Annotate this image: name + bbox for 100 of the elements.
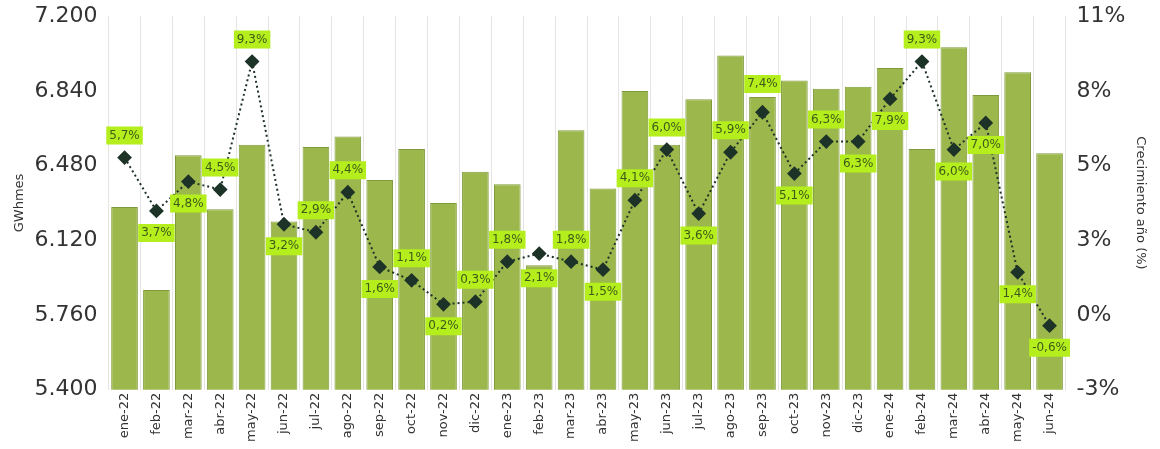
point	[914, 54, 929, 69]
data-label: 3,6%	[683, 227, 714, 242]
x-tick-label: jun-22	[275, 392, 291, 435]
data-label: 6,3%	[811, 111, 842, 126]
x-tick-label: sep-23	[753, 392, 769, 437]
data-label: 4,5%	[204, 159, 236, 174]
x-tick-label: mar-22	[179, 392, 195, 440]
x-tick-label: dic-23	[849, 392, 865, 433]
data-label: 3,7%	[141, 225, 172, 240]
point	[691, 206, 706, 221]
x-tick-label: ene-23	[498, 392, 514, 439]
point	[627, 193, 642, 208]
point	[787, 166, 802, 181]
point	[755, 105, 770, 120]
point	[564, 254, 579, 269]
y2-tick-label: 0%	[1076, 300, 1112, 326]
data-label: 5,9%	[715, 122, 746, 137]
x-tick-label: abr-23	[594, 392, 610, 435]
data-label: 9,3%	[236, 31, 268, 46]
point	[436, 297, 451, 312]
x-tick-label: jul-22	[307, 392, 323, 431]
x-tick-label: nov-22	[434, 392, 450, 438]
data-label: 7,4%	[747, 76, 778, 91]
x-tick-label: ago-22	[339, 392, 355, 439]
point	[1010, 265, 1025, 280]
point	[819, 134, 834, 149]
y2-tick-label: -3%	[1076, 375, 1120, 401]
data-label: 2,9%	[300, 202, 332, 217]
data-label: 3,2%	[268, 238, 300, 253]
point	[213, 182, 228, 197]
x-tick-label: feb-23	[530, 392, 546, 435]
data-label: 1,6%	[364, 281, 395, 296]
point	[181, 174, 196, 189]
data-label: 6,3%	[842, 155, 874, 170]
data-label: 6,0%	[938, 163, 970, 178]
x-tick-label: oct-22	[402, 392, 418, 435]
x-tick-label: mar-24	[945, 392, 961, 440]
data-label: 1,4%	[1002, 286, 1033, 301]
data-label: 5,1%	[779, 187, 810, 202]
point	[851, 134, 866, 149]
point	[595, 262, 610, 277]
point	[946, 142, 961, 157]
x-tick-label: nov-23	[817, 392, 833, 438]
y-tick-label: 6.840	[34, 76, 98, 102]
data-label: 1,1%	[396, 250, 427, 265]
data-label: 0,2%	[428, 318, 459, 333]
data-label: 2,1%	[523, 270, 555, 285]
y2-axis-title: Crecimiento año (%)	[1133, 136, 1149, 270]
x-tick-label: ene-22	[115, 392, 131, 439]
x-tick-label: may-22	[243, 392, 259, 442]
x-tick-label: ago-23	[721, 392, 737, 439]
point	[468, 294, 483, 309]
data-label: 5,7%	[109, 127, 140, 142]
y-tick-label: 6.120	[34, 226, 98, 251]
y-tick-label: 6.480	[34, 151, 98, 177]
point	[277, 217, 292, 232]
x-tick-label: jul-23	[690, 392, 706, 431]
point	[245, 54, 260, 69]
y2-tick-label: 5%	[1076, 151, 1112, 177]
x-tick-label: dic-22	[466, 392, 482, 433]
point	[500, 254, 515, 269]
x-tick-label: feb-24	[913, 392, 929, 435]
y-tick-label: 7.200	[34, 1, 98, 27]
data-label: 4,1%	[619, 170, 651, 185]
point	[404, 273, 419, 288]
y2-tick-label: 11%	[1076, 1, 1126, 27]
data-label: 1,8%	[555, 231, 587, 246]
point	[532, 246, 547, 261]
x-tick-label: ene-24	[881, 392, 897, 439]
x-tick-label: sep-22	[371, 392, 387, 437]
x-tick-label: may-24	[1009, 392, 1025, 442]
data-label: 7,0%	[970, 137, 1002, 152]
y-tick-label: 5.760	[34, 300, 98, 326]
x-tick-label: may-23	[626, 392, 642, 442]
x-tick-label: jun-23	[658, 392, 674, 435]
point	[1042, 318, 1057, 333]
point	[723, 145, 738, 160]
point	[340, 185, 355, 200]
point	[883, 91, 898, 106]
x-tick-label: jun-24	[1040, 392, 1056, 435]
data-label: 9,3%	[906, 31, 938, 46]
y2-tick-label: 3%	[1076, 226, 1112, 251]
x-tick-label: mar-23	[562, 392, 578, 440]
point	[308, 225, 323, 240]
data-label: -0,6%	[1032, 339, 1067, 354]
x-tick-label: feb-22	[147, 392, 163, 435]
data-label: 1,5%	[587, 283, 619, 298]
y-axis-title: GWhmes	[11, 173, 27, 233]
y-tick-label: 5.400	[34, 375, 98, 401]
x-tick-label: abr-24	[977, 392, 993, 435]
data-label: 4,4%	[332, 162, 364, 177]
point	[149, 203, 164, 218]
x-tick-label: abr-22	[211, 392, 227, 435]
data-label: 7,9%	[874, 113, 906, 128]
data-label: 1,8%	[492, 231, 523, 246]
point	[117, 150, 132, 165]
data-label: 6,0%	[651, 119, 683, 134]
data-label: 0,3%	[460, 271, 491, 286]
y2-tick-label: 8%	[1076, 76, 1112, 102]
point	[659, 142, 674, 157]
